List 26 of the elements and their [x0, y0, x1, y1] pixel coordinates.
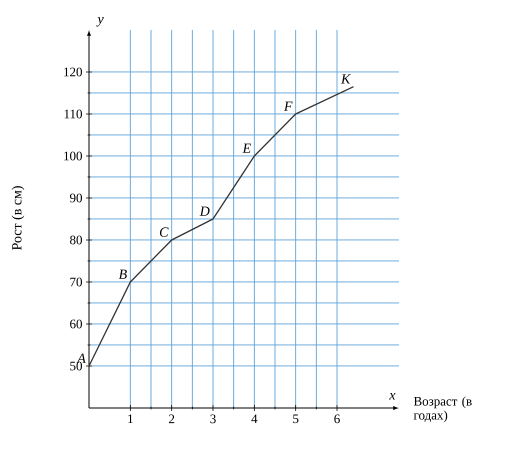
- x-tick-label: 3: [210, 414, 216, 424]
- y-tick-label: 90: [70, 194, 82, 202]
- y-tick-label: 100: [64, 152, 82, 160]
- y-tick-label: 120: [64, 68, 82, 76]
- y-tick-label: 70: [70, 278, 82, 286]
- x-tick-label: 6: [334, 414, 340, 424]
- x-axis-title: Возраст (в годах): [414, 396, 472, 422]
- x-tick-label: 5: [293, 414, 298, 424]
- annotation: A: [76, 354, 86, 363]
- annotation: C: [160, 227, 169, 237]
- y-tick-label: 80: [70, 236, 82, 244]
- x-tick-label: 4: [251, 414, 258, 424]
- text: y: [96, 17, 104, 26]
- annotation: F: [284, 102, 293, 111]
- y-tick-label: 50: [70, 362, 82, 370]
- annotation: K: [340, 74, 351, 84]
- y-tick-label: 60: [70, 320, 82, 328]
- annotation: D: [200, 206, 210, 216]
- y-axis-title: Рост (в см): [12, 186, 24, 250]
- annotation: x: [389, 393, 396, 400]
- annotation: B: [118, 270, 127, 279]
- x-tick-label: 2: [168, 414, 174, 424]
- x-tick-label: 1: [128, 414, 133, 424]
- y-tick-label: 110: [64, 110, 82, 118]
- annotation: E: [242, 144, 251, 153]
- line-series: [88, 86, 354, 367]
